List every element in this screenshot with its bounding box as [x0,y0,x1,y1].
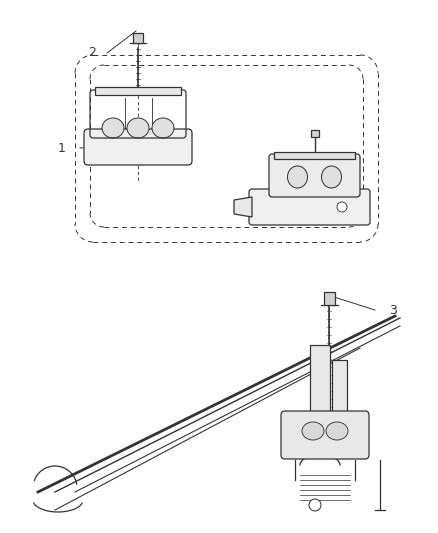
Text: 2: 2 [88,46,96,60]
Bar [311,130,318,137]
Text: 1: 1 [58,141,66,155]
Bar [274,152,355,159]
Text: 3: 3 [389,303,397,317]
Ellipse shape [326,422,348,440]
Polygon shape [234,197,252,217]
Circle shape [309,499,321,511]
Bar [310,345,330,425]
Bar [95,87,181,95]
FancyBboxPatch shape [84,129,192,165]
Bar [133,33,143,43]
FancyBboxPatch shape [269,154,360,197]
Ellipse shape [127,118,149,138]
Circle shape [337,202,347,212]
Ellipse shape [102,118,124,138]
Ellipse shape [287,166,307,188]
Bar [324,292,335,305]
Bar [332,360,347,425]
Ellipse shape [321,166,342,188]
FancyBboxPatch shape [281,411,369,459]
Ellipse shape [152,118,174,138]
Ellipse shape [302,422,324,440]
FancyBboxPatch shape [249,189,370,225]
